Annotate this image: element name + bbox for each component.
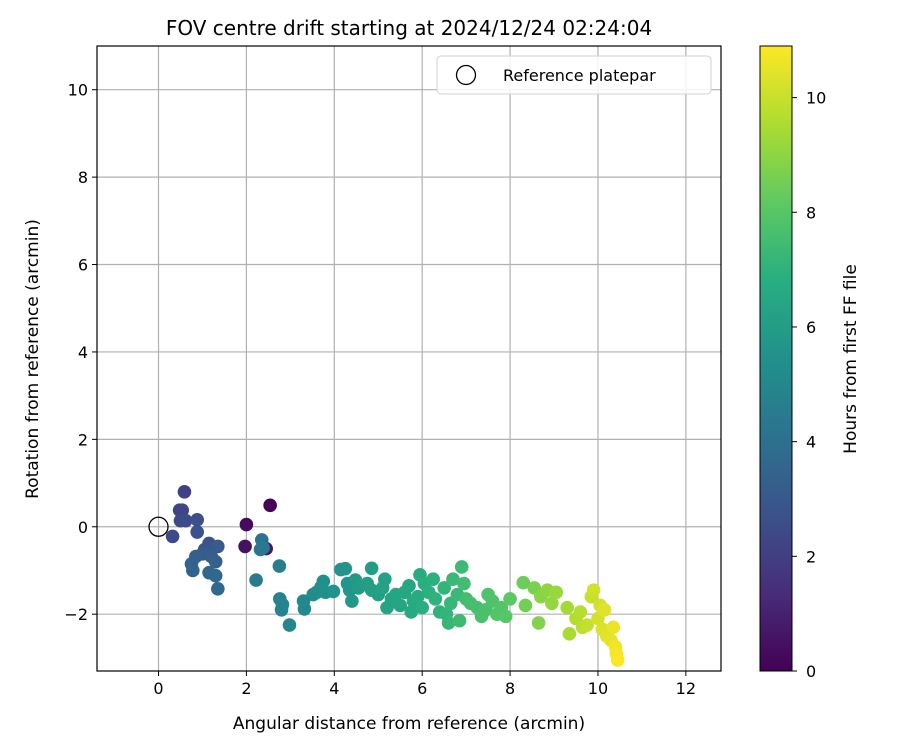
data-point <box>516 575 531 590</box>
reference-platepar-marker <box>148 516 169 537</box>
x-tick-label: 12 <box>676 679 696 698</box>
data-point <box>503 592 517 606</box>
colorbar-tick-label: 6 <box>806 318 816 337</box>
data-point <box>190 525 204 539</box>
y-tick-label: 2 <box>78 430 88 449</box>
data-point <box>256 540 270 555</box>
legend: Reference platepar <box>436 55 712 95</box>
data-point <box>364 561 379 576</box>
legend-box <box>436 55 712 95</box>
data-point <box>531 616 546 630</box>
colorbar-label: Hours from first FF file <box>841 264 861 454</box>
x-tick-label: 8 <box>505 679 515 698</box>
data-point <box>562 627 577 641</box>
data-point <box>404 605 418 619</box>
colorbar-tick-label: 4 <box>806 433 816 452</box>
data-point <box>518 598 533 613</box>
data-point <box>249 573 263 587</box>
data-point <box>446 572 460 587</box>
data-point <box>190 512 204 527</box>
data-point <box>185 563 200 578</box>
axis-ticks: 0 2 4 6 8 10 12 −2 0 2 4 6 8 10 <box>64 81 696 698</box>
grid <box>97 46 721 671</box>
data-point <box>410 589 425 604</box>
data-point <box>426 572 440 587</box>
data-point <box>393 598 408 613</box>
x-tick-label: 6 <box>417 679 427 698</box>
data-point <box>211 582 225 596</box>
data-point <box>272 559 287 573</box>
colorbar-tick-label: 2 <box>806 547 816 566</box>
colorbar-tick-label: 0 <box>806 662 816 681</box>
data-point <box>452 613 467 628</box>
data-point <box>316 574 331 589</box>
data-point <box>586 583 601 597</box>
data-point <box>441 616 456 630</box>
x-axis-label: Angular distance from reference (arcmin) <box>233 714 585 734</box>
data-point <box>178 513 193 528</box>
colorbar-gradient <box>759 45 793 672</box>
data-point <box>573 605 588 619</box>
x-tick-label: 0 <box>153 679 163 698</box>
data-point <box>560 600 574 615</box>
y-tick-label: 6 <box>78 256 88 275</box>
data-point <box>378 572 392 587</box>
data-point <box>211 539 225 554</box>
data-point <box>580 618 594 632</box>
data-point <box>175 503 190 517</box>
data-point <box>545 596 559 611</box>
reference-marker-layer <box>148 516 169 537</box>
data-point <box>208 568 223 583</box>
data-point <box>606 620 621 635</box>
data-point <box>457 576 471 591</box>
x-tick-label: 4 <box>329 679 339 698</box>
y-tick-label: −2 <box>64 605 88 624</box>
data-point <box>428 592 443 606</box>
data-point <box>208 554 223 569</box>
data-point <box>274 603 289 617</box>
x-tick-label: 10 <box>588 679 608 698</box>
data-points <box>165 485 625 667</box>
data-point <box>549 585 564 600</box>
data-point <box>345 594 359 608</box>
x-tick-label: 2 <box>241 679 251 698</box>
data-point <box>326 584 341 599</box>
data-point <box>282 618 297 632</box>
data-point <box>437 581 451 595</box>
legend-entry-reference: Reference platepar <box>503 66 656 85</box>
data-point <box>238 539 252 554</box>
y-tick-label: 10 <box>68 81 88 100</box>
data-point <box>239 517 254 532</box>
data-point <box>338 561 353 576</box>
data-point <box>165 529 180 544</box>
data-point <box>297 602 312 616</box>
colorbar: 0 2 4 6 8 10 Hours from first FF file <box>759 45 861 681</box>
data-point <box>498 609 513 624</box>
data-point <box>597 603 612 617</box>
y-tick-label: 0 <box>78 518 88 537</box>
data-point <box>263 498 277 513</box>
colorbar-tick-label: 10 <box>806 89 826 108</box>
data-point <box>177 485 192 499</box>
data-point <box>415 600 429 615</box>
data-point <box>454 560 469 574</box>
data-point <box>610 653 625 667</box>
y-tick-label: 8 <box>78 168 88 187</box>
legend-marker-reference <box>455 64 477 86</box>
chart-title: FOV centre drift starting at 2024/12/24 … <box>166 16 652 40</box>
colorbar-ticks: 0 2 4 6 8 10 <box>792 89 826 681</box>
data-point <box>402 578 416 593</box>
y-axis-label: Rotation from reference (arcmin) <box>23 219 43 499</box>
colorbar-tick-label: 8 <box>806 203 816 222</box>
plot-frame <box>96 45 722 672</box>
y-tick-label: 4 <box>78 343 88 362</box>
